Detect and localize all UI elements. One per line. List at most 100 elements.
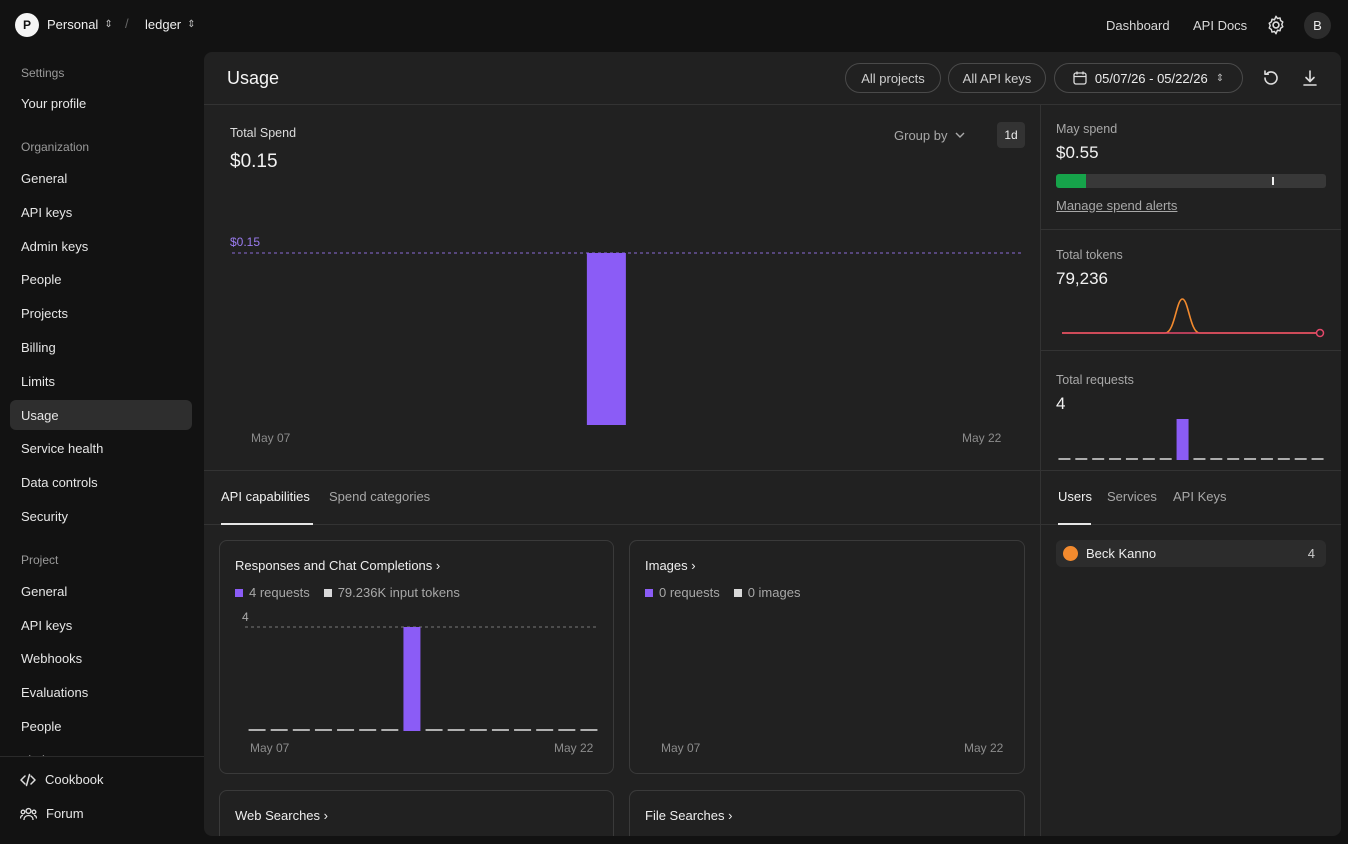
sidebar-item-org-general[interactable]: General bbox=[21, 170, 68, 186]
spend-limit-marker bbox=[1272, 177, 1274, 185]
images-card-title[interactable]: Images › bbox=[645, 558, 696, 573]
requests-legend-label: 4 requests bbox=[249, 585, 310, 600]
sidebar-item-org-api-keys[interactable]: API keys bbox=[21, 204, 73, 220]
images-card: Images › 0 requests 0 images May 07 May … bbox=[629, 540, 1025, 774]
tokens-series-0 bbox=[1062, 298, 1320, 334]
sidebar-item-billing[interactable]: Billing bbox=[21, 339, 56, 355]
sidebar-item-org-people[interactable]: People bbox=[21, 271, 62, 287]
web-searches-card: Web Searches › bbox=[219, 790, 614, 836]
requests-legend-label: 0 requests bbox=[659, 585, 720, 600]
all-api-keys-filter[interactable]: All API keys bbox=[948, 63, 1046, 93]
may-spend-card: May spend $0.55 Manage spend alerts bbox=[1041, 105, 1341, 230]
list-item[interactable]: Beck Kanno 4 bbox=[1056, 540, 1326, 567]
workspace-avatar[interactable]: P bbox=[15, 13, 39, 37]
file-searches-card-title[interactable]: File Searches › bbox=[645, 808, 732, 823]
bar-may-14[interactable] bbox=[1176, 419, 1189, 460]
chevron-updown-icon: ⇕ bbox=[187, 19, 196, 30]
user-avatar-icon bbox=[1063, 546, 1078, 561]
api-docs-link[interactable]: API Docs bbox=[1193, 18, 1248, 33]
start-date-label: May 07 bbox=[251, 431, 291, 445]
spend-progress-bar bbox=[1056, 174, 1326, 188]
sidebar-item-webhooks[interactable]: Webhooks bbox=[21, 650, 83, 666]
group-by-label: Group by bbox=[894, 128, 948, 143]
sidebar-item-your-profile[interactable]: Your profile bbox=[21, 95, 87, 111]
sidebar-item-usage[interactable]: Usage bbox=[10, 400, 192, 430]
people-icon bbox=[20, 807, 37, 820]
all-projects-filter[interactable]: All projects bbox=[845, 63, 941, 93]
user-avatar[interactable]: B bbox=[1304, 12, 1331, 39]
workspace-name: Personal bbox=[47, 17, 99, 32]
sidebar-item-admin-keys[interactable]: Admin keys bbox=[21, 238, 89, 254]
project-switcher[interactable]: ledger ⇕ bbox=[145, 17, 196, 32]
max-value-label: $0.15 bbox=[230, 235, 260, 249]
usage-panel: Usage All projects All API keys 05/07/26… bbox=[204, 52, 1341, 836]
sidebar-item-project-general[interactable]: General bbox=[21, 583, 68, 599]
top-bar: P Personal ⇕ / ledger ⇕ Dashboard API Do… bbox=[0, 0, 1348, 52]
total-tokens-value: 79,236 bbox=[1056, 269, 1108, 288]
sidebar-item-project-api-keys[interactable]: API keys bbox=[21, 617, 73, 633]
tab-spend-categories[interactable]: Spend categories bbox=[329, 489, 431, 504]
tab-services[interactable]: Services bbox=[1107, 489, 1157, 504]
project-name: ledger bbox=[145, 17, 182, 32]
chevron-right-icon: › bbox=[728, 808, 733, 823]
code-icon bbox=[20, 773, 36, 786]
sidebar-item-project-people[interactable]: People bbox=[21, 718, 62, 734]
bar-may-14[interactable] bbox=[403, 627, 421, 731]
sidebar-item-projects[interactable]: Projects bbox=[21, 305, 68, 321]
chevron-updown-icon: ⇕ bbox=[1215, 72, 1225, 84]
responses-legend: 4 requests 79.236K input tokens bbox=[235, 585, 460, 600]
user-name: Beck Kanno bbox=[1086, 546, 1157, 561]
gear-icon[interactable] bbox=[1265, 14, 1287, 36]
users-list: Beck Kanno 4 bbox=[1041, 525, 1341, 585]
max-value-label: 4 bbox=[242, 610, 249, 624]
chevron-down-icon bbox=[955, 132, 965, 138]
tab-api-capabilities[interactable]: API capabilities bbox=[221, 489, 310, 504]
tokens-end-point bbox=[1315, 328, 1325, 338]
chevron-right-icon: › bbox=[691, 558, 696, 573]
usage-header: Usage All projects All API keys 05/07/26… bbox=[204, 52, 1341, 105]
may-spend-label: May spend bbox=[1056, 122, 1118, 136]
sidebar-item-evaluations[interactable]: Evaluations bbox=[21, 684, 89, 700]
manage-spend-alerts-link[interactable]: Manage spend alerts bbox=[1056, 198, 1178, 213]
sidebar-item-project-limits[interactable]: Limits bbox=[10, 745, 192, 757]
sidebar-item-data-controls[interactable]: Data controls bbox=[21, 474, 98, 490]
cookbook-link[interactable]: Cookbook bbox=[20, 772, 104, 787]
total-spend-chart: $0.15 bbox=[230, 235, 1022, 425]
tab-api-keys[interactable]: API Keys bbox=[1173, 489, 1227, 504]
end-date-label: May 22 bbox=[554, 741, 594, 755]
sidebar-item-service-health[interactable]: Service health bbox=[21, 440, 104, 456]
images-swatch bbox=[733, 588, 742, 597]
download-icon[interactable] bbox=[1299, 67, 1321, 89]
date-range-picker[interactable]: 05/07/26 - 05/22/26 ⇕ bbox=[1054, 63, 1243, 93]
capability-tabs: API capabilities Spend categories bbox=[204, 471, 1040, 525]
dashboard-link[interactable]: Dashboard bbox=[1106, 18, 1170, 33]
responses-card-title[interactable]: Responses and Chat Completions › bbox=[235, 558, 440, 573]
web-searches-card-title[interactable]: Web Searches › bbox=[235, 808, 328, 823]
total-spend-section: Total Spend $0.15 Group by 1d $0.15 May … bbox=[204, 105, 1040, 471]
project-section-label: Project bbox=[21, 553, 59, 567]
total-requests-card: Total requests 4 bbox=[1041, 351, 1341, 471]
refresh-icon[interactable] bbox=[1260, 67, 1282, 89]
workspace-switcher[interactable]: Personal ⇕ bbox=[47, 17, 113, 32]
bar-may-14[interactable] bbox=[586, 253, 626, 425]
total-spend-value: $0.15 bbox=[230, 151, 278, 172]
chevron-updown-icon: ⇕ bbox=[104, 19, 113, 30]
page-title: Usage bbox=[227, 68, 280, 88]
total-spend-label: Total Spend bbox=[230, 126, 297, 140]
sidebar-item-org-limits[interactable]: Limits bbox=[21, 373, 55, 389]
sidebar-item-security[interactable]: Security bbox=[21, 508, 68, 524]
tab-users[interactable]: Users bbox=[1058, 489, 1092, 504]
spend-progress-fill bbox=[1056, 174, 1086, 188]
forum-link[interactable]: Forum bbox=[20, 806, 84, 821]
responses-chart: 4 bbox=[242, 610, 598, 731]
group-by-dropdown[interactable]: Group by bbox=[894, 128, 965, 143]
date-range-value: 05/07/26 - 05/22/26 bbox=[1094, 70, 1208, 86]
active-tab-indicator bbox=[221, 523, 313, 525]
total-requests-value: 4 bbox=[1056, 394, 1066, 413]
total-tokens-card: Total tokens 79,236 bbox=[1041, 230, 1341, 351]
requests-mini-chart bbox=[1058, 419, 1324, 460]
interval-1d-button[interactable]: 1d bbox=[997, 122, 1025, 148]
end-date-label: May 22 bbox=[962, 431, 1002, 445]
responses-title-text: Responses and Chat Completions bbox=[235, 558, 433, 573]
start-date-label: May 07 bbox=[661, 741, 701, 755]
